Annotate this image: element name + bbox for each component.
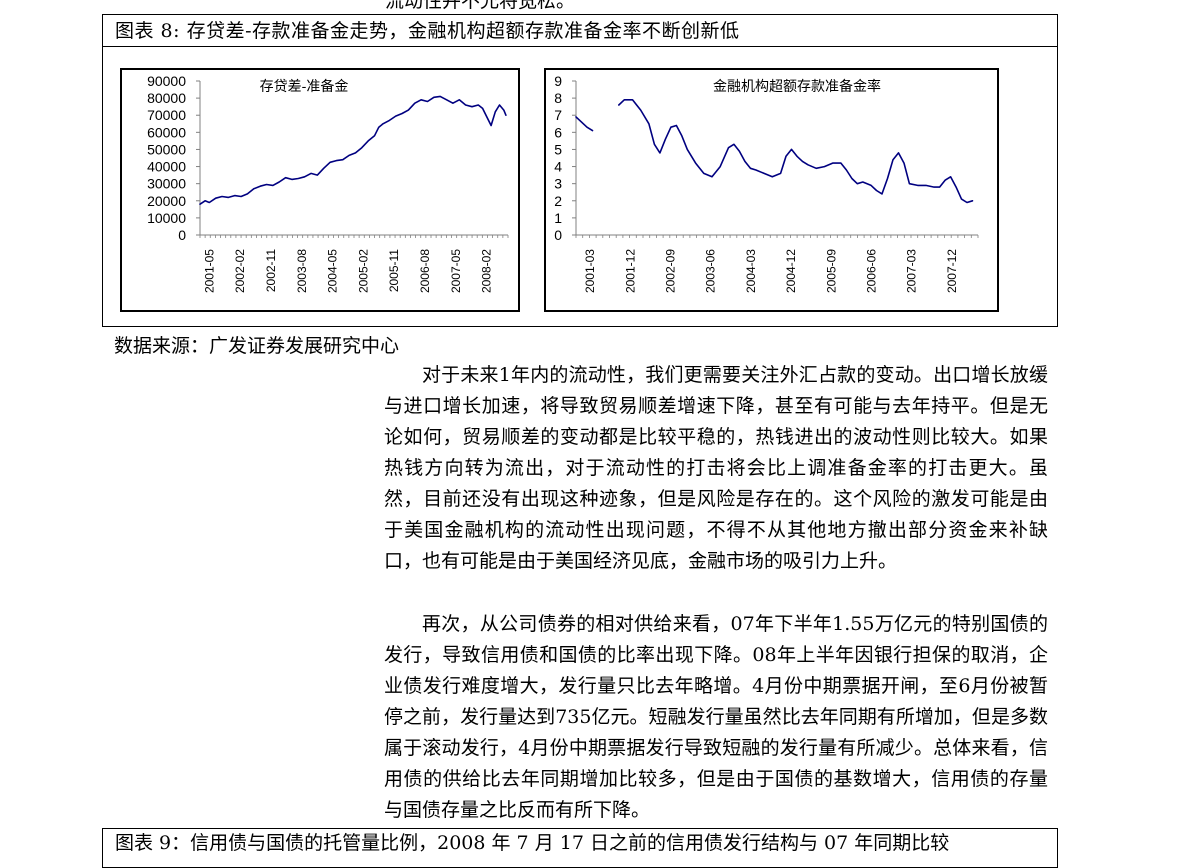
y-tick-label: 60000 xyxy=(147,124,186,140)
x-tick-label: 2006-06 xyxy=(865,249,879,293)
x-tick-label: 2005-09 xyxy=(824,249,838,293)
y-tick-label: 0 xyxy=(554,227,562,243)
x-tick-label: 2002-02 xyxy=(233,249,247,293)
y-tick-label: 9 xyxy=(554,73,562,89)
paragraph-1-text: 对于未来1年内的流动性，我们更需要关注外汇占款的变动。出口增长放缓与进口增长加速… xyxy=(384,364,1048,572)
chart-title: 金融机构超额存款准备金率 xyxy=(713,78,881,95)
x-tick-label: 2005-02 xyxy=(356,249,370,293)
paragraph-2-text: 再次，从公司债券的相对供给来看，07年下半年1.55万亿元的特别国债的发行，导致… xyxy=(384,613,1048,821)
x-tick-label: 2008-02 xyxy=(480,249,494,293)
y-tick-label: 40000 xyxy=(147,159,186,175)
y-tick-label: 3 xyxy=(554,176,562,192)
y-tick-label: 6 xyxy=(554,124,562,140)
x-tick-label: 2007-12 xyxy=(945,249,959,293)
x-tick-label: 2003-08 xyxy=(295,249,309,293)
x-tick-label: 2006-08 xyxy=(418,249,432,293)
y-tick-label: 10000 xyxy=(147,210,186,226)
x-tick-label: 2001-12 xyxy=(623,249,637,293)
y-tick-label: 8 xyxy=(554,90,562,106)
y-tick-label: 5 xyxy=(554,141,562,157)
y-tick-label: 70000 xyxy=(147,107,186,123)
x-tick-label: 2004-03 xyxy=(744,249,758,293)
x-tick-label: 2007-05 xyxy=(449,249,463,293)
x-tick-label: 2002-11 xyxy=(264,249,278,292)
x-tick-label: 2002-09 xyxy=(664,249,678,293)
figure-8-title: 图表 8: 存贷差-存款准备金走势，金融机构超额存款准备金率不断创新低 xyxy=(103,15,1057,47)
paragraph-2: 再次，从公司债券的相对供给来看，07年下半年1.55万亿元的特别国债的发行，导致… xyxy=(384,609,1048,826)
series-line xyxy=(199,95,507,205)
y-tick-label: 2 xyxy=(554,193,562,209)
x-tick-label: 2001-05 xyxy=(202,249,216,293)
figure-9-title: 图表 9：信用债与国债的托管量比例，2008 年 7 月 17 日之前的信用债发… xyxy=(102,828,1058,868)
x-tick-label: 2007-03 xyxy=(905,249,919,293)
figure-source: 数据来源：广发证券发展研究中心 xyxy=(114,335,400,357)
y-tick-label: 1 xyxy=(554,210,562,226)
chart-loan-deposit-gap: 90000 80000 70000 60000 50000 40000 30000 20000… xyxy=(120,68,520,312)
top-fragment-text: 流动性并不允将宽松。 xyxy=(385,0,576,12)
chart-excess-reserve-ratio: 9 8 7 6 5 4 3 2 1 0 2001-03 2001-12 2002-09 2003-06 20… xyxy=(544,68,999,312)
x-tick-label: 2004-05 xyxy=(326,249,340,293)
series-line xyxy=(575,116,594,132)
y-tick-label: 30000 xyxy=(147,176,186,192)
y-tick-label: 20000 xyxy=(147,193,186,209)
y-tick-label: 80000 xyxy=(147,90,186,106)
paragraph-1: 对于未来1年内的流动性，我们更需要关注外汇占款的变动。出口增长放缓与进口增长加速… xyxy=(384,360,1048,577)
y-tick-label: 4 xyxy=(554,159,562,175)
x-tick-label: 2001-03 xyxy=(583,249,597,293)
y-tick-label: 90000 xyxy=(147,73,186,89)
x-tick-label: 2005-11 xyxy=(387,249,401,292)
x-tick-label: 2003-06 xyxy=(704,249,718,293)
chart-title: 存贷差-准备金 xyxy=(260,78,349,95)
y-tick-label: 50000 xyxy=(147,141,186,157)
y-tick-label: 7 xyxy=(554,107,562,123)
y-tick-label: 0 xyxy=(178,227,186,243)
series-line xyxy=(618,98,974,204)
figure-8-box: 图表 8: 存贷差-存款准备金走势，金融机构超额存款准备金率不断创新低 9000… xyxy=(102,14,1058,327)
x-tick-label: 2004-12 xyxy=(784,249,798,293)
